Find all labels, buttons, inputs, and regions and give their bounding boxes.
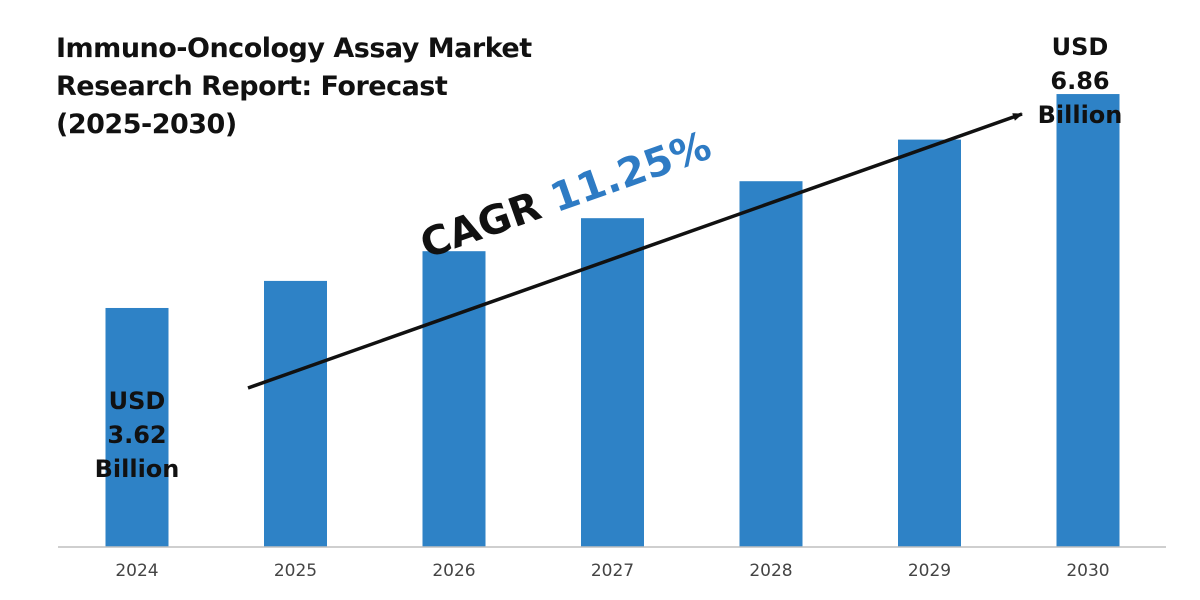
chart-title-line-1: Immuno-Oncology Assay Market <box>56 33 532 64</box>
bar-2030 <box>1056 94 1120 547</box>
bar-2027 <box>581 218 644 547</box>
x-tick-2026: 2026 <box>432 561 475 581</box>
x-tick-labels: 2024 2025 2026 2027 2028 2029 2030 <box>115 561 1109 581</box>
x-tick-2028: 2028 <box>749 561 792 581</box>
bar-2026 <box>422 251 486 547</box>
x-tick-2025: 2025 <box>274 561 317 581</box>
start-value-amount: 3.62 <box>107 421 167 449</box>
end-value-amount: 6.86 <box>1050 67 1110 95</box>
end-value-currency: USD <box>1051 33 1109 61</box>
chart-title: Immuno-Oncology Assay Market Research Re… <box>56 30 576 144</box>
bar-2029 <box>898 139 961 547</box>
x-tick-2027: 2027 <box>591 561 634 581</box>
cagr-trend-arrow <box>247 112 1023 390</box>
end-value-unit: Billion <box>1037 101 1123 129</box>
x-tick-2029: 2029 <box>908 561 951 581</box>
bars-group <box>105 94 1120 547</box>
x-tick-2024: 2024 <box>115 561 158 581</box>
bar-2025 <box>264 280 327 547</box>
chart-title-line-3: (2025-2030) <box>56 109 237 140</box>
bar-2028 <box>739 181 803 547</box>
start-value-label: USD 3.62 Billion <box>67 384 207 486</box>
start-value-currency: USD <box>108 387 166 415</box>
chart-title-line-2: Research Report: Forecast <box>56 71 448 102</box>
end-value-label: USD 6.86 Billion <box>1010 30 1150 132</box>
start-value-unit: Billion <box>94 455 180 483</box>
x-tick-2030: 2030 <box>1066 561 1109 581</box>
bar-2024 <box>105 307 169 547</box>
